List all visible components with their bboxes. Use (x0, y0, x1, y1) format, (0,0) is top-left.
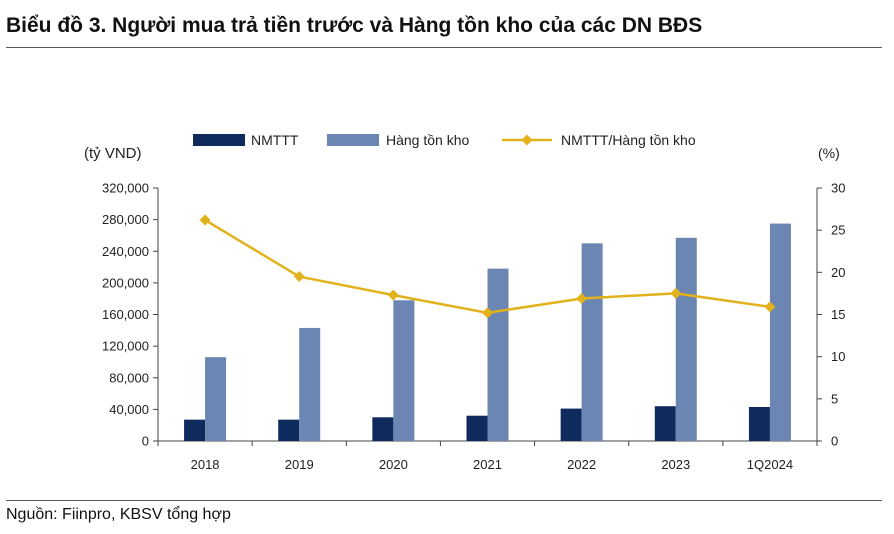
source-note: Nguồn: Fiinpro, KBSV tổng hợp (6, 506, 231, 523)
right-axis-tick-label: 5 (831, 391, 838, 406)
x-axis-tick-label: 1Q2024 (747, 457, 793, 472)
right-axis-tick-label: 20 (831, 265, 845, 280)
chart-title: Biểu đồ 3. Người mua trả tiền trước và H… (6, 14, 703, 37)
legend-label-hang-ton-kho: Hàng tồn kho (386, 132, 469, 148)
bar-hang-ton-kho (205, 357, 227, 441)
left-axis-tick-label: 0 (142, 434, 149, 449)
ratio-point (576, 292, 588, 304)
left-axis-unit-label: (tỷ VND) (84, 145, 142, 162)
legend-label-nmttt: NMTTT (251, 132, 299, 148)
ratio-point (387, 289, 399, 301)
x-axis-tick-label: 2020 (379, 457, 408, 472)
left-axis-tick-label: 280,000 (102, 212, 149, 227)
bar-hang-ton-kho (675, 237, 697, 441)
legend-label-ratio: NMTTT/Hàng tồn kho (561, 132, 696, 148)
right-axis-tick-label: 15 (831, 307, 845, 322)
bar-hang-ton-kho (487, 268, 509, 441)
bar-nmttt (278, 419, 300, 441)
ratio-point (764, 301, 776, 313)
x-axis-tick-label: 2019 (285, 457, 314, 472)
legend-swatch-hang-ton-kho (327, 134, 379, 146)
left-axis-tick-label: 200,000 (102, 275, 149, 290)
x-axis-tick-label: 2021 (473, 457, 502, 472)
ratio-point (670, 287, 682, 299)
bar-hang-ton-kho (769, 223, 791, 441)
right-axis-tick-label: 25 (831, 223, 845, 238)
left-axis-tick-label: 80,000 (109, 370, 149, 385)
source-divider (6, 500, 882, 501)
left-axis-tick-label: 40,000 (109, 402, 149, 417)
bar-nmttt (184, 419, 206, 441)
bar-nmttt (654, 406, 676, 441)
x-axis-tick-label: 2022 (567, 457, 596, 472)
bar-nmttt (748, 407, 770, 441)
legend-swatch-ratio-marker (521, 134, 533, 146)
left-axis-tick-label: 320,000 (102, 181, 149, 196)
legend-swatch-nmttt (193, 134, 245, 146)
left-axis-tick-label: 160,000 (102, 307, 149, 322)
ratio-point (293, 271, 305, 283)
ratio-point (199, 214, 211, 226)
x-axis-tick-label: 2018 (191, 457, 220, 472)
right-axis-tick-label: 10 (831, 349, 845, 364)
bar-nmttt (560, 408, 582, 441)
right-axis-unit-label: (%) (818, 145, 840, 161)
bar-nmttt (372, 417, 394, 441)
bar-nmttt (466, 415, 488, 441)
bar-hang-ton-kho (393, 300, 415, 441)
right-axis-tick-label: 0 (831, 434, 838, 449)
ratio-point (482, 307, 493, 319)
left-axis-tick-label: 120,000 (102, 339, 149, 354)
bar-hang-ton-kho (299, 327, 321, 441)
title-divider (6, 47, 882, 48)
left-axis-tick-label: 240,000 (102, 244, 149, 259)
x-axis-tick-label: 2023 (661, 457, 690, 472)
bar-hang-ton-kho (581, 243, 603, 441)
right-axis-tick-label: 30 (831, 181, 845, 196)
